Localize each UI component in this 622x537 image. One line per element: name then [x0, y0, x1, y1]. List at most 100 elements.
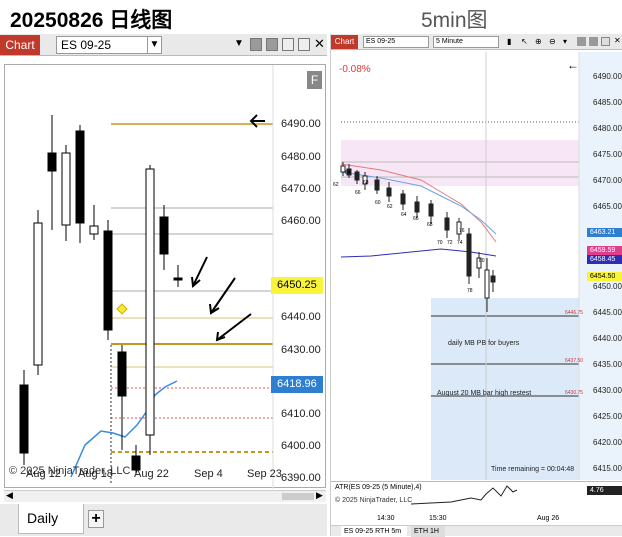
x-tick: Aug 18 [78, 468, 113, 480]
chart-button[interactable]: Chart [0, 35, 40, 55]
intraday-price-pane[interactable]: -0.08% ← 62 64 66 68 60 62 64 66 68 70 7… [331, 52, 622, 480]
y-tick: 6490.00 [593, 72, 622, 81]
x-tick: Aug 12 [26, 468, 61, 480]
annotation-aug20: August 20 MB bar high restest [437, 390, 532, 397]
annotation-arrows [191, 114, 265, 342]
bar-number: 68 [427, 222, 433, 228]
x-tick: Sep 4 [194, 468, 223, 480]
zoom-in-icon[interactable]: ⊕ [535, 37, 542, 46]
close-icon[interactable]: ✕ [314, 36, 325, 51]
toolbar-button-2[interactable] [266, 38, 278, 51]
bar-number: 66 [413, 216, 419, 222]
atr-line-svg [410, 485, 518, 505]
x-tick: Aug 22 [134, 468, 169, 480]
y-tick: 6490.00 [281, 118, 321, 130]
y-tick: 6440.00 [281, 311, 321, 323]
toolbar-button-2[interactable] [589, 37, 598, 46]
scroll-thumb[interactable] [282, 493, 314, 500]
pointer-icon[interactable]: ↖ [521, 37, 528, 46]
bar-chart-icon[interactable]: ▮ [507, 37, 512, 46]
level-label: 6446.75 [565, 310, 584, 316]
y-tick: 6415.00 [593, 464, 622, 473]
dropdown-arrow-icon[interactable]: ▼ [234, 38, 244, 49]
copyright-text: © 2025 NinjaTrader, LLC [9, 465, 131, 477]
y-tick: 6445.00 [593, 308, 622, 317]
instrument-label: ES 09-25 [61, 38, 112, 52]
bar-number: 74 [457, 240, 463, 246]
tab-rth-5m[interactable]: ES 09-25 RTH 5m [341, 526, 407, 537]
scroll-left-icon[interactable]: ◀ [6, 490, 13, 500]
tab-eth-1h[interactable]: ETH 1H [411, 526, 445, 537]
intraday-candles-svg [331, 52, 580, 480]
level-label: 6430.75 [565, 390, 584, 396]
daily-chart-title: 20250826 日线图 [10, 9, 173, 32]
y-tick: 6480.00 [281, 151, 321, 163]
chart-button[interactable]: Chart [331, 35, 358, 49]
y-tick: 6450.00 [593, 282, 622, 291]
y-tick: 6420.00 [593, 438, 622, 447]
toolbar-button-1[interactable] [577, 37, 586, 46]
copyright-text: © 2025 NinjaTrader, LLC [335, 497, 413, 504]
dropdown-arrow-icon[interactable]: ▾ [563, 37, 568, 46]
f-button[interactable]: F [307, 71, 322, 89]
y-tick: 6390.00 [281, 472, 321, 484]
level-label: 6437.50 [565, 358, 584, 364]
vwap-line [340, 248, 497, 258]
back-arrow-icon[interactable]: ← [567, 58, 579, 72]
bar-number: 60 [375, 200, 381, 206]
minimize-button[interactable] [282, 38, 294, 51]
close-icon[interactable]: ✕ [614, 36, 621, 45]
atr-line [410, 485, 518, 505]
y-tick: 6400.00 [281, 440, 321, 452]
atr-value-tag: 4.76 [587, 486, 622, 495]
x-tick: 14:30 [377, 515, 395, 522]
y-tick: 6425.00 [593, 412, 622, 421]
candles [19, 115, 183, 475]
daily-price-pane[interactable]: F 6490.00 6480.00 6470.00 6460.00 6440.0… [4, 64, 326, 489]
bar-number: 62 [333, 182, 339, 188]
x-tick: Aug 26 [537, 515, 560, 522]
price-tag-navy: 6458.45 [587, 255, 622, 264]
y-tick: 6440.00 [593, 334, 622, 343]
annotation-daily-mb: daily MB PB for buyers [448, 340, 520, 347]
diamond-marker [116, 303, 128, 315]
bar-number: 76 [459, 228, 465, 234]
price-tag-pink: 6459.59 [587, 246, 622, 255]
y-tick: 6475.00 [593, 150, 622, 159]
instrument-selector[interactable]: ES 09-25 ▼ [56, 36, 162, 54]
instrument-selector[interactable]: ES 09-25 [363, 36, 429, 48]
intraday-toolbar: Chart ES 09-25 5 Minute ▮ ↖ ⊕ ⊖ ▾ ✕ [331, 34, 622, 50]
atr-pane[interactable]: ATR(ES 09-25 (5 Minute),4) © 2025 NinjaT… [331, 481, 622, 509]
daily-candles-svg [19, 65, 274, 489]
time-remaining: Time remaining = 00:04:48 [491, 466, 575, 473]
y-tick: 6465.00 [593, 202, 622, 211]
zoom-out-icon[interactable]: ⊖ [549, 37, 556, 46]
maximize-button[interactable] [601, 37, 610, 46]
bar-number: 64 [401, 212, 407, 218]
bar-number: 72 [447, 240, 453, 246]
x-tick: 15:30 [429, 515, 447, 522]
price-tag-yellow: 6454.50 [587, 272, 622, 281]
bar-number: 80 [479, 258, 485, 264]
scroll-right-icon[interactable]: ▶ [316, 490, 323, 500]
intraday-chart-title: 5min图 [421, 9, 488, 32]
y-tick: 6430.00 [281, 344, 321, 356]
moving-average-line [70, 380, 178, 478]
y-tick: 6470.00 [593, 176, 622, 185]
tab-daily[interactable]: Daily [18, 504, 84, 534]
chevron-down-icon[interactable]: ▼ [147, 37, 161, 53]
y-tick: 6410.00 [281, 408, 321, 420]
y-tick: 6435.00 [593, 360, 622, 369]
intraday-chart-window: Chart ES 09-25 5 Minute ▮ ↖ ⊕ ⊖ ▾ ✕ [330, 34, 622, 537]
add-tab-button[interactable]: + [88, 510, 104, 528]
atr-label: ATR(ES 09-25 (5 Minute),4) [335, 484, 422, 491]
interval-selector[interactable]: 5 Minute [433, 36, 499, 48]
toolbar-button-1[interactable] [250, 38, 262, 51]
ema-red [340, 163, 497, 243]
intraday-tab-bar: ES 09-25 RTH 5m ETH 1H [331, 525, 622, 537]
bar-number: 66 [355, 190, 361, 196]
horizontal-scrollbar[interactable]: ◀ ▶ [4, 490, 326, 502]
maximize-button[interactable] [298, 38, 310, 51]
bar-number: 78 [467, 288, 473, 294]
daily-toolbar: Chart ES 09-25 ▼ ▼ ✕ [0, 34, 327, 56]
